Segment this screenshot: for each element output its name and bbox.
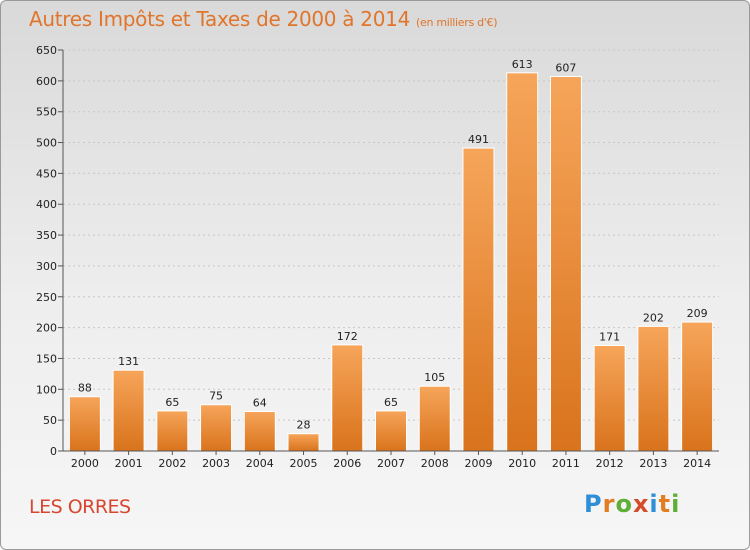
bar-2001 xyxy=(112,369,145,452)
x-tick-label-2000: 2000 xyxy=(71,457,99,470)
chart-title-text: Autres Impôts et Taxes de 2000 à 2014 xyxy=(29,7,410,31)
proxiti-logo: Proxiti xyxy=(584,490,681,518)
x-tick-label-2006: 2006 xyxy=(333,457,361,470)
y-tick-label: 0 xyxy=(50,445,57,458)
bar-2013 xyxy=(637,325,670,452)
bar-2008 xyxy=(418,385,451,452)
x-tick-label-2013: 2013 xyxy=(639,457,667,470)
y-tick-label: 500 xyxy=(36,137,57,150)
y-tick-label: 300 xyxy=(36,260,57,273)
bar-2011 xyxy=(549,76,582,452)
y-tick-label: 350 xyxy=(36,229,57,242)
value-label-2009: 491 xyxy=(468,133,489,146)
bar-2003 xyxy=(200,404,233,452)
bar-2009 xyxy=(462,147,495,452)
y-tick-label: 550 xyxy=(36,106,57,119)
x-tick-label-2008: 2008 xyxy=(421,457,449,470)
value-label-2003: 75 xyxy=(209,390,223,403)
bar-2007 xyxy=(375,410,407,452)
value-label-2002: 65 xyxy=(165,396,179,409)
labels: 0 50 100 150 200 250 300 350 400 450 500 550 600 650 8… xyxy=(36,44,711,470)
bar-2010 xyxy=(506,72,539,452)
y-tick-label: 400 xyxy=(36,198,57,211)
x-tick-label-2014: 2014 xyxy=(683,457,711,470)
value-label-2013: 202 xyxy=(643,311,664,324)
x-tick-label-2004: 2004 xyxy=(246,457,274,470)
value-label-2007: 65 xyxy=(384,396,398,409)
place-name: LES ORRES xyxy=(29,496,131,518)
bar-2014 xyxy=(681,321,714,452)
bar-2000 xyxy=(68,396,101,452)
chart-unit: (en milliers d'€) xyxy=(416,16,498,29)
y-tick-label: 650 xyxy=(36,44,57,57)
y-tick-label: 600 xyxy=(36,75,57,88)
axes xyxy=(58,49,719,455)
x-tick-label-2007: 2007 xyxy=(377,457,405,470)
value-label-2000: 88 xyxy=(78,382,92,395)
bars xyxy=(68,72,714,452)
y-tick-label: 50 xyxy=(43,414,57,427)
x-tick-label-2001: 2001 xyxy=(115,457,143,470)
value-label-2005: 28 xyxy=(297,419,311,432)
bar-2012 xyxy=(593,345,626,452)
x-tick-label-2003: 2003 xyxy=(202,457,230,470)
bar-2002 xyxy=(156,410,189,452)
value-label-2006: 172 xyxy=(337,330,358,343)
bar-2004 xyxy=(243,411,276,452)
chart-title: Autres Impôts et Taxes de 2000 à 2014 (en… xyxy=(29,7,497,31)
value-label-2008: 105 xyxy=(424,371,445,384)
x-tick-label-2002: 2002 xyxy=(158,457,186,470)
bar-2006 xyxy=(331,344,364,452)
y-tick-label: 200 xyxy=(36,322,57,335)
value-label-2014: 209 xyxy=(687,307,708,320)
y-tick-label: 100 xyxy=(36,383,57,396)
x-tick-label-2012: 2012 xyxy=(596,457,624,470)
value-label-2004: 64 xyxy=(253,397,267,410)
y-tick-label: 150 xyxy=(36,352,57,365)
x-tick-label-2010: 2010 xyxy=(508,457,536,470)
value-label-2001: 131 xyxy=(118,355,139,368)
x-tick-label-2009: 2009 xyxy=(464,457,492,470)
bar-2005 xyxy=(287,433,320,452)
value-label-2011: 607 xyxy=(555,62,576,75)
x-tick-label-2005: 2005 xyxy=(290,457,318,470)
value-label-2012: 171 xyxy=(599,331,620,344)
y-tick-label: 450 xyxy=(36,167,57,180)
value-label-2010: 613 xyxy=(512,58,533,71)
y-tick-label: 250 xyxy=(36,291,57,304)
x-tick-label-2011: 2011 xyxy=(552,457,580,470)
